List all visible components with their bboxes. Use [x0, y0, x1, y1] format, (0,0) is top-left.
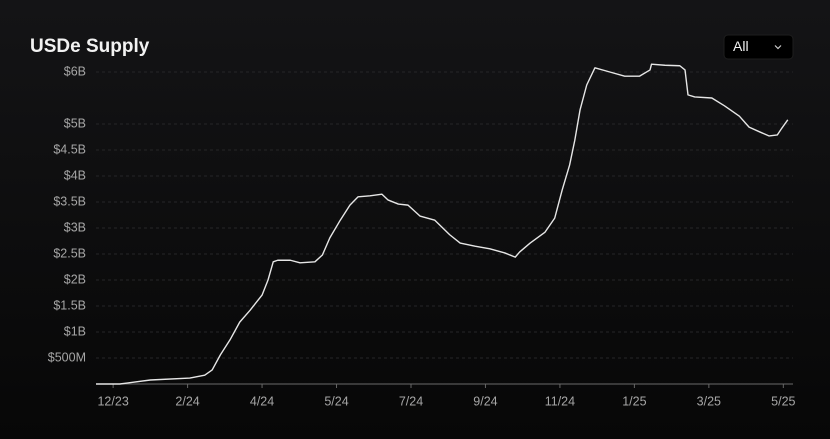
x-tick-label: 4/24 — [250, 394, 274, 408]
x-tick-label: 5/24 — [324, 394, 348, 408]
chevron[interactable] — [774, 45, 782, 50]
x-tick-label: 12/23 — [97, 394, 128, 408]
y-tick-label: $2.5B — [53, 246, 86, 260]
chart-title: USDe Supply — [30, 36, 150, 57]
y-tick-label: $5B — [64, 116, 86, 130]
x-tick-label: 1/25 — [622, 394, 646, 408]
y-tick-label: $6B — [64, 64, 86, 78]
x-tick-label: 11/24 — [545, 394, 575, 408]
dropdown-box[interactable] — [723, 34, 794, 60]
y-tick-label: $3B — [64, 220, 86, 234]
range-dropdown[interactable]: All — [723, 34, 794, 60]
y-tick-label: $2B — [64, 272, 86, 286]
x-tick-label: 3/25 — [697, 394, 721, 408]
x-tick-label: 5/25 — [771, 394, 795, 408]
x-tick-label: 7/24 — [399, 394, 423, 408]
y-tick-label: $1.5B — [53, 298, 86, 312]
y-tick-label: $4.5B — [53, 142, 86, 156]
x-tick-label: 9/24 — [473, 394, 497, 408]
y-tick-label: $500M — [48, 350, 86, 364]
supply-line — [96, 63, 789, 385]
y-tick-label: $1B — [64, 324, 86, 338]
y-tick-label: $4B — [64, 168, 86, 182]
y-tick-label: $3.5B — [53, 194, 86, 208]
dropdown-label[interactable]: All — [733, 38, 749, 54]
x-tick-label: 2/24 — [175, 394, 199, 408]
